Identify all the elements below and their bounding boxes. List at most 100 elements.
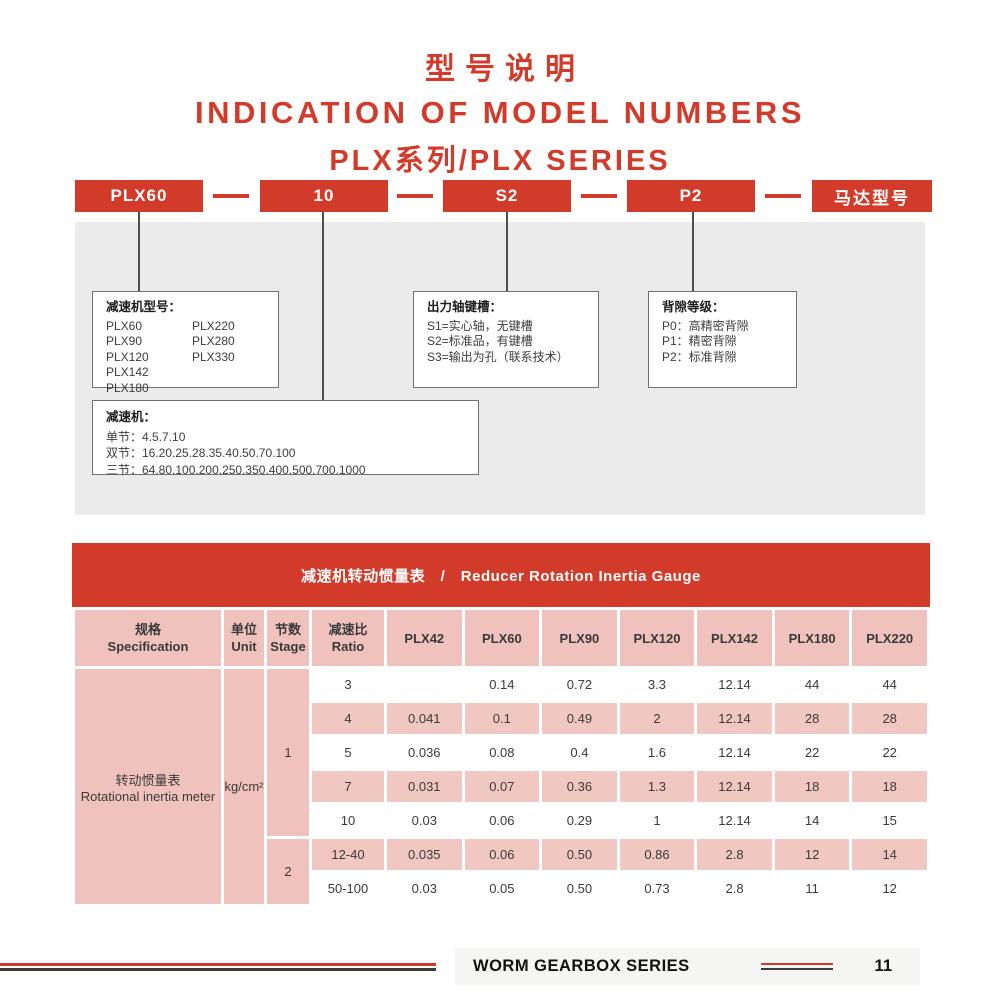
callout-title: 减速机型号： [106, 300, 182, 314]
value-cell: 1.3 [619, 771, 695, 802]
value-cell: 22 [852, 737, 927, 768]
value-cell: 14 [774, 805, 850, 836]
table-row: 7 0.031 0.07 0.36 1.3 12.14 18 18 [75, 771, 927, 802]
model-option: PLX220 [192, 318, 235, 333]
value-cell: 2.8 [697, 839, 772, 870]
table-row: 50-100 0.03 0.05 0.50 0.73 2.8 11 12 [75, 873, 927, 904]
spec-cell: 转动惯量表 Rotational inertia meter [75, 669, 221, 904]
value-cell: 1 [619, 805, 695, 836]
footer-rule-dark [0, 968, 436, 971]
table-row: 转动惯量表 Rotational inertia meter kg/cm² 1 … [75, 669, 927, 904]
value-cell: 0.50 [542, 873, 617, 904]
footer-mini-rule [760, 963, 833, 970]
value-cell: 12.14 [697, 669, 772, 700]
shaft-option: S1=实心轴，无键槽 [427, 318, 533, 333]
model-option: PLX90 [106, 334, 143, 348]
connector-dash [765, 194, 801, 198]
value-cell: 28 [774, 703, 850, 734]
backlash-option: P2：标准背隙 [662, 349, 737, 364]
footer: WORM GEARBOX SERIES 11 [455, 948, 920, 985]
col-header-model: PLX142 [697, 610, 772, 666]
value-cell: 0.03 [387, 805, 462, 836]
value-cell: 12.14 [697, 703, 772, 734]
value-cell: 0.73 [619, 873, 695, 904]
backlash-option: P1：精密背隙 [662, 334, 737, 348]
value-cell: 18 [852, 771, 927, 802]
stage-cell: 1 [267, 669, 309, 836]
value-cell: 3.3 [619, 669, 695, 700]
ratio-cell: 50-100 [312, 873, 384, 904]
ratio-cell: 7 [312, 771, 384, 802]
value-cell: 0.4 [542, 737, 617, 768]
col-header-ratio: 减速比 Ratio [312, 610, 384, 666]
ratio-cell: 3 [312, 669, 384, 700]
page-title-en: INDICATION OF MODEL NUMBERS [194, 95, 805, 130]
col-header-model: PLX60 [464, 610, 540, 666]
value-cell: 11 [774, 873, 850, 904]
col-header-unit: 单位 Unit [224, 610, 264, 666]
value-cell: 0.36 [542, 771, 617, 802]
value-cell: 0.035 [387, 839, 462, 870]
value-cell: 0.08 [464, 737, 540, 768]
callout-title: 减速机： [106, 410, 157, 424]
callout-gearbox-models: 减速机型号： PLX60 PLX90 PLX120 PLX142 PLX180 … [92, 291, 279, 395]
callout-reducer-ratios: 减速机： 单节：4.5.7.10 双节：16.20.25.28.35.40.50… [92, 400, 479, 477]
value-cell: 0.50 [542, 839, 617, 870]
table-row: 10 0.03 0.06 0.29 1 12.14 14 15 [75, 805, 927, 836]
leader-line [138, 212, 140, 291]
callout-title: 背隙等级： [662, 300, 725, 314]
value-cell: 0.49 [542, 703, 617, 734]
leader-line [692, 212, 694, 291]
ratio-cell: 10 [312, 805, 384, 836]
ratio-cell: 4 [312, 703, 384, 734]
footer-rule-red [0, 963, 436, 966]
value-cell: 22 [774, 737, 850, 768]
value-cell: 2.8 [697, 873, 772, 904]
value-cell: 12 [774, 839, 850, 870]
col-header-model: PLX180 [774, 610, 850, 666]
page-title-series: PLX系列/PLX SERIES [329, 145, 671, 177]
col-header-stage: 节数 Stage [267, 610, 309, 666]
stage-cell: 2 [267, 839, 309, 904]
model-option: PLX330 [192, 349, 235, 364]
model-option: PLX142 [106, 365, 149, 379]
value-cell: 28 [852, 703, 927, 734]
callout-backlash: 背隙等级： P0：高精密背隙 P1：精密背隙 P2：标准背隙 [648, 291, 797, 388]
model-option: PLX280 [192, 334, 235, 348]
value-cell: 0.07 [464, 771, 540, 802]
value-cell: 18 [774, 771, 850, 802]
value-cell: 44 [774, 669, 850, 700]
value-cell: 0.036 [387, 737, 462, 768]
value-cell: 12.14 [697, 737, 772, 768]
backlash-option: P0：高精密背隙 [662, 318, 749, 333]
page-title-zh: 型号说明 [425, 53, 585, 86]
inertia-table: 规格 Specification 单位 Unit 节数 Stage 减速比 Ra… [72, 607, 930, 907]
value-cell: 0.03 [387, 873, 462, 904]
leader-line [506, 212, 508, 291]
model-segment-motor: 马达型号 [812, 180, 932, 212]
inertia-table-section: 减速机转动惯量表 / Reducer Rotation Inertia Gaug… [72, 543, 930, 907]
value-cell: 0.29 [542, 805, 617, 836]
value-cell: 0.031 [387, 771, 462, 802]
value-cell: 12 [852, 873, 927, 904]
value-cell: 0.06 [464, 839, 540, 870]
leader-line [322, 212, 324, 400]
footer-series-title: WORM GEARBOX SERIES [473, 957, 690, 975]
value-cell: 0.72 [542, 669, 617, 700]
value-cell [387, 669, 462, 700]
unit-cell: kg/cm² [224, 669, 264, 904]
model-segment-shaft: S2 [443, 180, 571, 212]
table-row: 4 0.041 0.1 0.49 2 12.14 28 28 [75, 703, 927, 734]
value-cell: 14 [852, 839, 927, 870]
col-header-spec: 规格 Specification [75, 610, 221, 666]
value-cell: 1.6 [619, 737, 695, 768]
value-cell: 44 [852, 669, 927, 700]
ratio-line: 双节：16.20.25.28.35.40.50.70.100 [106, 446, 296, 460]
model-segment-ratio: 10 [260, 180, 388, 212]
model-option: PLX120 [106, 349, 149, 364]
value-cell: 0.06 [464, 805, 540, 836]
value-cell: 0.14 [464, 669, 540, 700]
shaft-option: S3=输出为孔（联系技术） [427, 349, 569, 364]
ratio-cell: 12-40 [312, 839, 384, 870]
